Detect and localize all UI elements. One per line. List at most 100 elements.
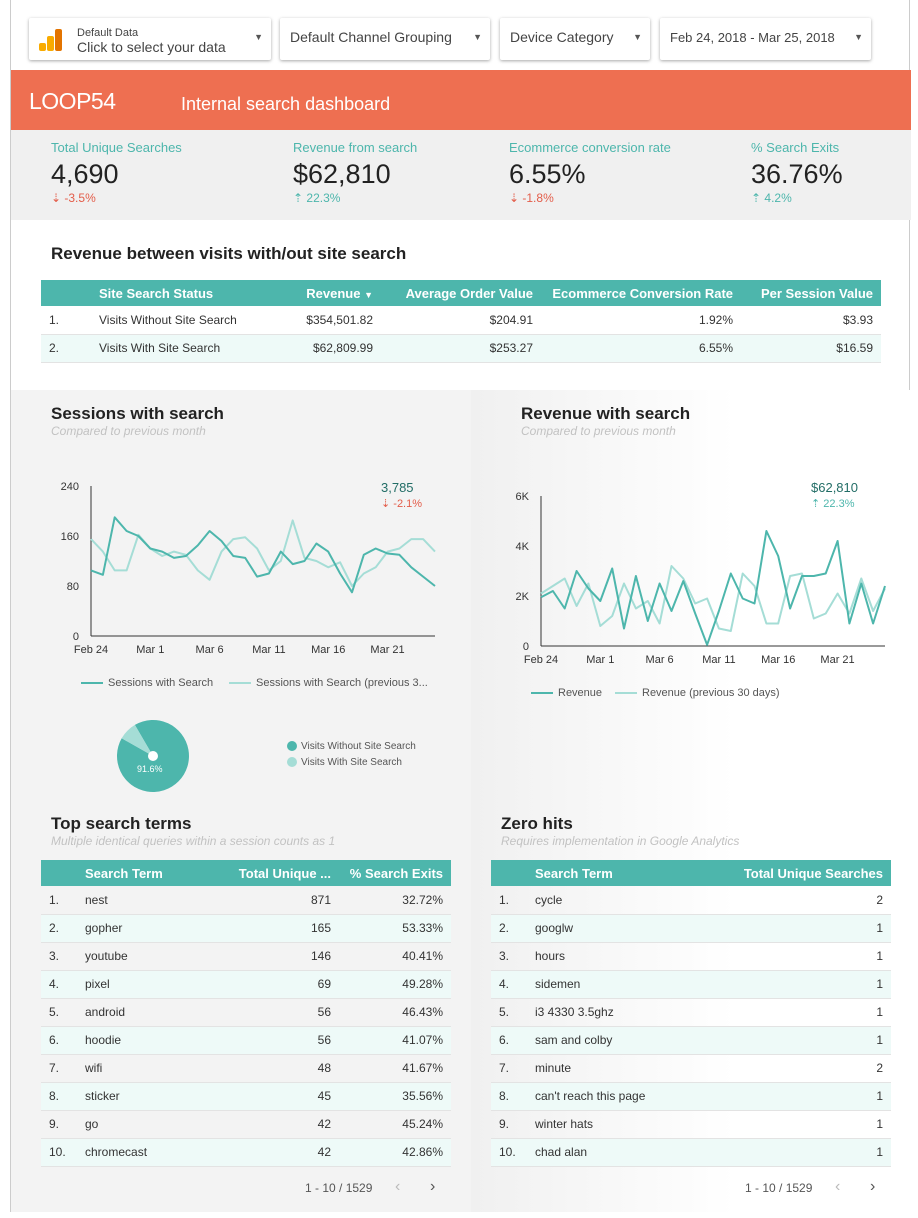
table-row: 1. Visits Without Site Search $354,501.8… (41, 306, 881, 335)
legend-revenue-previous[interactable]: Revenue (previous 30 days) (615, 687, 780, 699)
row-number: 6. (41, 1026, 77, 1055)
legend-sessions-previous[interactable]: Sessions with Search (previous 3... (229, 677, 428, 689)
cell-value: 1 (727, 1138, 891, 1167)
cell-search-term: cycle (527, 886, 727, 915)
loop54-logo: LOOP54 (29, 88, 116, 114)
next-page-button[interactable]: › (430, 1178, 436, 1195)
cell-status: Visits Without Site Search (91, 306, 261, 335)
table-row: 2. gopher 165 53.33% (41, 914, 451, 943)
y-tick-label: 240 (61, 481, 79, 493)
revenue-chart-subtitle: Compared to previous month (521, 424, 676, 438)
sessions-line-chart: 0 80 160 240 Feb 24 Mar 1 Mar 6 Mar 11 Mar 16 Mar… (61, 481, 436, 656)
cell-search-term: sam and colby (527, 1026, 727, 1055)
kpi-delta: ⇡ 22.3% (293, 191, 341, 205)
table-row: 8. can't reach this page 1 (491, 1082, 891, 1111)
column-header[interactable]: Total Unique Searches (727, 860, 891, 886)
y-tick-label: 4K (516, 541, 530, 553)
x-tick-label: Mar 11 (702, 654, 735, 666)
column-header[interactable]: % Search Exits (339, 860, 451, 886)
series-line-current (90, 516, 436, 594)
revenue-line-chart: 0 2K 4K 6K Feb 24 Mar 1 Mar 6 Mar 11 Mar 16 Mar 2… (516, 491, 886, 666)
cell-search-term: i3 4330 3.5ghz (527, 998, 727, 1027)
cell-value: 45.24% (339, 1110, 451, 1139)
row-number: 3. (41, 942, 77, 971)
column-header[interactable]: Site Search Status (91, 280, 261, 306)
row-number: 2. (41, 334, 91, 363)
table-row: 7. minute 2 (491, 1054, 891, 1083)
top-terms-title: Top search terms (51, 814, 192, 833)
cell-per-session: $3.93 (741, 306, 881, 335)
prev-page-button[interactable]: ‹ (395, 1178, 401, 1195)
table-row: 5. android 56 46.43% (41, 998, 451, 1027)
column-header[interactable]: Total Unique ... (221, 860, 339, 886)
cell-value: 53.33% (339, 914, 451, 943)
cell-per-session: $16.59 (741, 334, 881, 363)
cell-value: 1 (727, 1110, 891, 1139)
arrow-down-icon: ⇣ (51, 191, 65, 205)
row-number-header (41, 280, 91, 306)
cell-value: 56 (221, 998, 339, 1027)
legend-revenue[interactable]: Revenue (531, 687, 602, 699)
revenue-chart-title: Revenue with search (521, 404, 691, 423)
revenue-callout-delta: ⇡ 22.3% (811, 498, 855, 510)
row-number: 2. (41, 914, 77, 943)
column-header-sorted[interactable]: Revenue ▼ (261, 280, 381, 306)
row-number: 6. (491, 1026, 527, 1055)
date-range-picker[interactable]: Feb 24, 2018 - Mar 25, 2018 ▼ (660, 18, 871, 60)
x-tick-label: Mar 16 (761, 654, 795, 666)
row-number: 9. (41, 1110, 77, 1139)
pie-center-label: 91.6% (137, 764, 163, 774)
row-number: 1. (41, 306, 91, 335)
data-source-selector[interactable]: Default Data Click to select your data ▼ (29, 18, 271, 60)
cell-value: 42 (221, 1110, 339, 1139)
data-source-hint: Click to select your data (77, 39, 226, 55)
cell-revenue: $354,501.82 (261, 306, 381, 335)
column-header[interactable]: Per Session Value (741, 280, 881, 306)
cell-value: 32.72% (339, 886, 451, 915)
top-search-terms-table: Search Term Total Unique ... % Search Ex… (41, 860, 451, 1167)
kpi-ecommerce-conversion-rate: Ecommerce conversion rate 6.55% ⇣ -1.8% (509, 140, 671, 205)
channel-grouping-filter[interactable]: Default Channel Grouping ▼ (280, 18, 490, 60)
arrow-up-icon: ⇡ (811, 498, 824, 510)
table-row: 9. winter hats 1 (491, 1110, 891, 1139)
pie-slice-with-search[interactable] (121, 724, 153, 756)
cell-search-term: minute (527, 1054, 727, 1083)
revenue-table-title: Revenue between visits with/out site sea… (51, 244, 407, 263)
table-row: 2. Visits With Site Search $62,809.99 $2… (41, 334, 881, 363)
cell-value: 41.07% (339, 1026, 451, 1055)
table-row: 10. chromecast 42 42.86% (41, 1138, 451, 1167)
device-category-filter[interactable]: Device Category ▼ (500, 18, 650, 60)
cell-search-term: googlw (527, 914, 727, 943)
channel-grouping-label: Default Channel Grouping (290, 29, 452, 45)
prev-page-button[interactable]: ‹ (835, 1178, 841, 1195)
row-number: 7. (491, 1054, 527, 1083)
cell-value: 2 (727, 886, 891, 915)
zero-hits-title: Zero hits (501, 814, 573, 833)
cell-search-term: pixel (77, 970, 221, 999)
pie-legend-with[interactable]: Visits With Site Search (287, 757, 402, 768)
legend-sessions[interactable]: Sessions with Search (81, 677, 213, 689)
row-number: 9. (491, 1110, 527, 1139)
header-banner: LOOP54 Internal search dashboard (11, 70, 911, 130)
column-header[interactable]: Search Term (77, 860, 221, 886)
x-tick-label: Mar 11 (252, 644, 285, 656)
column-header[interactable]: Search Term (527, 860, 727, 886)
sessions-callout-delta: ⇣ -2.1% (381, 498, 423, 510)
y-tick-label: 0 (523, 641, 529, 653)
column-header[interactable]: Average Order Value (381, 280, 541, 306)
x-tick-label: Mar 1 (586, 654, 614, 666)
table-row: 10. chad alan 1 (491, 1138, 891, 1167)
kpi-value: $62,810 (293, 159, 391, 189)
cell-value: 41.67% (339, 1054, 451, 1083)
pie-legend-without[interactable]: Visits Without Site Search (287, 741, 416, 752)
column-header[interactable]: Ecommerce Conversion Rate (541, 280, 741, 306)
cell-aov: $253.27 (381, 334, 541, 363)
chevron-down-icon: ▼ (254, 32, 263, 42)
next-page-button[interactable]: › (870, 1178, 876, 1195)
cell-value: 1 (727, 1082, 891, 1111)
cell-search-term: chromecast (77, 1138, 221, 1167)
y-tick-label: 0 (73, 631, 79, 643)
kpi-total-unique-searches: Total Unique Searches 4,690 ⇣ -3.5% (51, 140, 182, 205)
dashboard-page: Default Data Click to select your data ▼… (10, 0, 911, 1212)
cell-search-term: sticker (77, 1082, 221, 1111)
